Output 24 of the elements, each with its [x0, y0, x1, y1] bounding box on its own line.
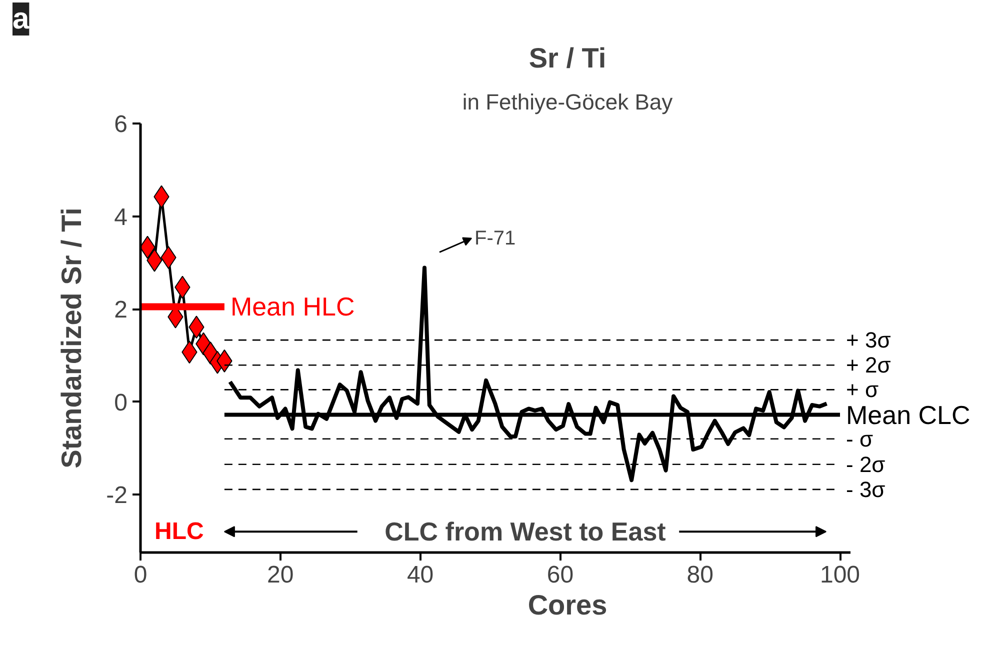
y-tick-label: -2	[106, 482, 128, 510]
x-tick-label: 40	[406, 562, 434, 588]
x-tick-label: 20	[267, 562, 294, 588]
x-tick-label: 0	[134, 562, 148, 588]
ref-line-label: Mean HLC	[230, 292, 355, 322]
y-tick-label: 4	[114, 204, 128, 231]
x-axis-title: Cores	[528, 590, 608, 620]
annotation: F-71	[474, 227, 516, 250]
ref-line-label: - 3σ	[846, 476, 886, 502]
ref-line-label: + 3σ	[846, 328, 892, 353]
y-axis-title: Standardized Sr / Ti	[56, 208, 88, 468]
x-tick-label: 80	[686, 562, 714, 588]
annotation: CLC from West to East	[384, 516, 666, 547]
ref-line-label: + 2σ	[846, 352, 892, 378]
chart-subtitle: in Fethiye-Göcek Bay	[462, 90, 673, 114]
annotation: HLC	[154, 518, 204, 546]
y-tick-label: 0	[114, 389, 128, 416]
ref-line-label: - 2σ	[846, 452, 886, 477]
chart-title: Sr / Ti	[528, 42, 606, 74]
x-tick-label: 60	[546, 562, 574, 588]
y-tick-label: 6	[114, 111, 128, 138]
x-tick-label: 100	[820, 562, 860, 588]
ref-line-label: + σ	[846, 377, 879, 402]
y-tick-label: 2	[114, 296, 128, 324]
